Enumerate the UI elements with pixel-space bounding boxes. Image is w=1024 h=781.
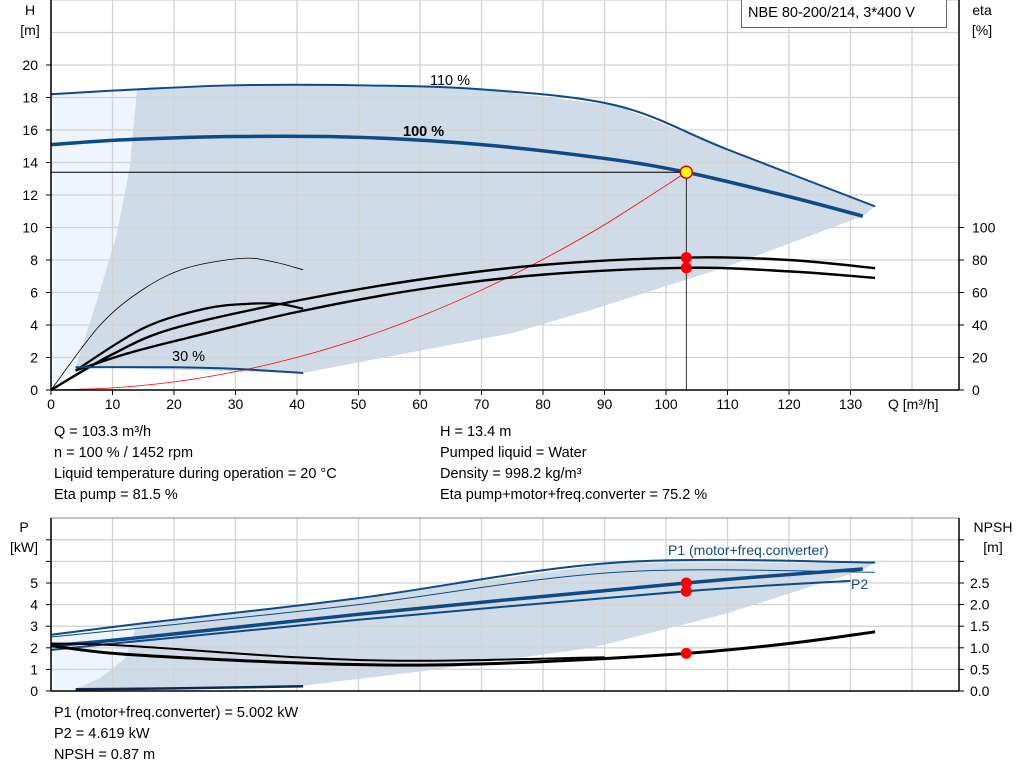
x-tick-label: 40 [289,396,305,412]
power-curve [75,684,304,691]
x-axis-label: Q [m³/h] [888,396,939,412]
npsh-tick-label: 0.0 [970,683,990,699]
p-tick-label: 4 [30,597,38,613]
y-tick-label: 14 [22,155,38,171]
info-liquid: Pumped liquid = Water [440,445,587,461]
annotation-110: 110 % [430,73,470,89]
power-curve [50,558,876,636]
npsh-tick-label: 1.0 [970,640,990,656]
info-p1: P1 (motor+freq.converter) = 5.002 kW [54,705,299,721]
duty-point-marker [679,165,694,179]
npsh-tick-label: 0.5 [970,661,990,677]
duty-p2-marker [680,585,692,597]
info-speed: n = 100 % / 1452 rpm [54,445,194,461]
duty-eta-pump-marker [680,252,692,264]
p-tick-label: 5 [30,575,38,591]
p-tick-label: 2 [30,640,38,656]
y-axis-unit: [m] [20,22,39,38]
system-curve [50,171,687,391]
y2-axis-label: eta [972,2,992,18]
y2-tick-label: 100 [972,220,996,236]
x-tick-label: 60 [412,396,428,412]
chart-title: NBE 80-200/214, 3*400 V [741,0,947,28]
eta-curve [75,266,876,372]
p-tick-label: 1 [30,661,38,677]
duty-p1-marker [680,577,692,589]
x-tick-label: 50 [351,396,367,412]
info-bottom: P1 (motor+freq.converter) = 5.002 kW P2 … [54,703,298,766]
annotation-p1: P1 (motor+freq.converter) [668,542,829,558]
annotation-p2: P2 [851,576,868,592]
x-tick-label: 20 [166,396,182,412]
pump-curve-30 [75,366,304,374]
pump-curve-100 [50,134,864,218]
info-temperature: Liquid temperature during operation = 20… [54,466,337,482]
y-tick-label: 8 [30,252,38,268]
p-tick-label: 3 [30,618,38,634]
y-tick-label: 10 [22,220,38,236]
y-tick-label: 0 [30,382,38,398]
info-head: H = 13.4 m [440,424,512,440]
info-eta-pump: Eta pump = 81.5 % [54,487,178,503]
y-tick-label: 20 [22,57,38,73]
y-tick-label: 18 [22,90,38,106]
npsh-axis-label: NPSH [974,519,1013,535]
npsh-curve [50,630,876,667]
y-tick-label: 12 [22,187,38,203]
annotation-30: 30 % [172,349,205,365]
info-p2: P2 = 4.619 kW [54,726,150,742]
x-tick-label: 0 [47,396,55,412]
eta-curve [50,256,876,392]
eta-curve [75,302,304,372]
npsh-tick-label: 2.5 [970,575,990,591]
x-tick-label: 130 [839,396,863,412]
y-tick-label: 2 [30,350,38,366]
y2-tick-label: 40 [972,317,988,333]
y-tick-label: 4 [30,317,38,333]
eta-curve [50,257,304,391]
pump-curve-110 [50,83,876,208]
x-tick-label: 80 [535,396,551,412]
x-tick-label: 30 [228,396,244,412]
npsh-axis-unit: [m] [983,539,1002,555]
x-tick-label: 100 [654,396,678,412]
npsh-tick-label: 2.0 [970,597,990,613]
top-light-region [51,89,138,390]
x-tick-label: 70 [474,396,490,412]
y-tick-label: 16 [22,122,38,138]
duty-npsh-marker [680,647,692,659]
x-tick-label: 10 [105,396,121,412]
top-operating-region [75,85,876,373]
info-density: Density = 998.2 kg/m³ [440,466,582,482]
y-axis-label: H [25,2,35,18]
info-eta-total: Eta pump+motor+freq.converter = 75.2 % [440,487,708,503]
x-tick-label: 120 [777,396,801,412]
y2-tick-label: 80 [972,252,988,268]
info-npsh: NPSH = 0.87 m [54,747,156,763]
power-curve [50,567,863,648]
p-tick-label: 0 [30,683,38,699]
info-top-left: Q = 103.3 m³/h n = 100 % / 1452 rpm Liqu… [54,422,337,506]
y-tick-label: 6 [30,285,38,301]
info-top-right: H = 13.4 m Pumped liquid = Water Density… [440,422,707,506]
x-tick-label: 110 [716,396,739,412]
npsh-curve [50,642,605,662]
power-curve [50,569,876,638]
npsh-tick-label: 1.5 [970,618,990,634]
power-curve [50,579,851,651]
y2-axis-unit: [%] [972,22,992,38]
y2-tick-label: 20 [972,350,988,366]
y2-tick-label: 60 [972,285,988,301]
info-flow: Q = 103.3 m³/h [54,424,152,440]
annotation-100: 100 % [403,124,444,140]
duty-eta-total-marker [680,262,692,274]
p-axis-label: P [19,519,28,535]
p-axis-unit: [kW] [10,539,38,555]
y2-tick-label: 0 [972,382,980,398]
x-tick-label: 90 [597,396,613,412]
